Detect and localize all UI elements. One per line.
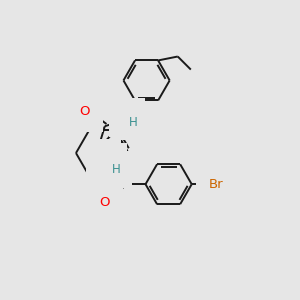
Text: O: O [80, 105, 90, 119]
Text: S: S [99, 152, 108, 165]
Text: N: N [104, 156, 114, 169]
Text: H: H [129, 116, 137, 128]
Text: Br: Br [209, 178, 224, 191]
Text: O: O [99, 196, 110, 209]
Text: H: H [111, 163, 120, 176]
Text: N: N [122, 111, 132, 124]
